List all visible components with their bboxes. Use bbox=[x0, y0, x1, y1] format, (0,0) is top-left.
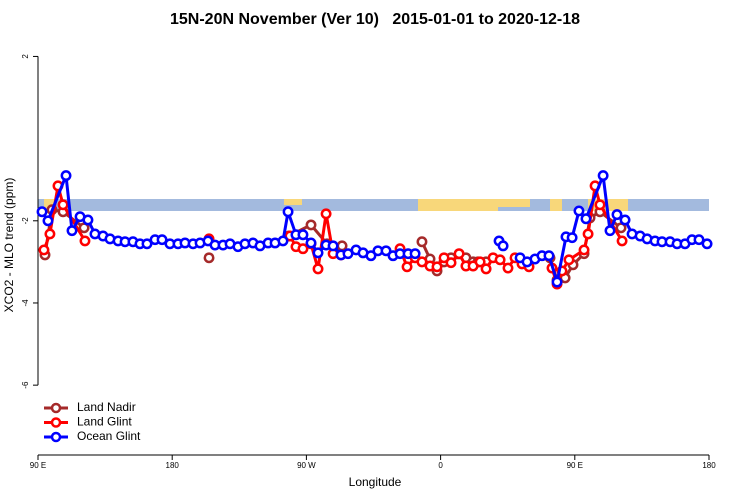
point bbox=[619, 214, 631, 226]
point bbox=[277, 235, 289, 247]
point bbox=[480, 263, 492, 275]
point bbox=[305, 219, 317, 231]
point bbox=[57, 199, 69, 211]
legend-label: Ocean Glint bbox=[77, 429, 141, 443]
x-tick-label: 0 bbox=[438, 461, 443, 470]
point bbox=[320, 208, 332, 220]
x-tick-label: 180 bbox=[702, 461, 716, 470]
point bbox=[409, 248, 421, 260]
point bbox=[543, 250, 555, 262]
point bbox=[445, 257, 457, 269]
point bbox=[594, 199, 606, 211]
point bbox=[305, 237, 317, 249]
point bbox=[380, 245, 392, 257]
point bbox=[582, 228, 594, 240]
x-tick-label: 180 bbox=[166, 461, 180, 470]
point bbox=[497, 240, 509, 252]
series bbox=[38, 180, 628, 290]
y-tick-label: -4 bbox=[21, 299, 30, 307]
point bbox=[578, 244, 590, 256]
point bbox=[597, 170, 609, 182]
land bbox=[550, 199, 562, 211]
point bbox=[401, 261, 413, 273]
point bbox=[60, 170, 72, 182]
point bbox=[312, 247, 324, 259]
point bbox=[38, 244, 50, 256]
point bbox=[156, 234, 168, 246]
series bbox=[36, 170, 713, 288]
point bbox=[438, 252, 450, 264]
point bbox=[616, 235, 628, 247]
point bbox=[474, 256, 486, 268]
x-tick-label: 90 E bbox=[30, 461, 46, 470]
point bbox=[431, 261, 443, 273]
point bbox=[693, 234, 705, 246]
point bbox=[502, 262, 514, 274]
y-tick-label: 2 bbox=[21, 54, 30, 59]
legend-label: Land Glint bbox=[77, 415, 132, 429]
point bbox=[580, 213, 592, 225]
point bbox=[604, 225, 616, 237]
y-axis-label: XCO2 - MLO trend (ppm) bbox=[2, 178, 16, 313]
point bbox=[611, 209, 623, 221]
x-axis-label: Longitude bbox=[349, 475, 402, 489]
land bbox=[498, 199, 530, 207]
x-tick-label: 90 E bbox=[567, 461, 583, 470]
point bbox=[79, 235, 91, 247]
point bbox=[701, 238, 713, 250]
point bbox=[44, 228, 56, 240]
point bbox=[203, 252, 215, 264]
legend-marker bbox=[50, 431, 62, 443]
point bbox=[336, 240, 348, 252]
series-line bbox=[43, 208, 622, 282]
point bbox=[312, 263, 324, 275]
y-tick-label: -2 bbox=[21, 217, 30, 225]
point bbox=[141, 238, 153, 250]
point bbox=[416, 256, 428, 268]
point bbox=[494, 254, 506, 266]
x-tick-label: 90 W bbox=[297, 461, 316, 470]
point bbox=[36, 206, 48, 218]
point bbox=[42, 215, 54, 227]
point bbox=[297, 229, 309, 241]
y-tick-label: -6 bbox=[21, 381, 30, 389]
point bbox=[453, 248, 465, 260]
map-strip bbox=[38, 199, 709, 211]
point bbox=[573, 205, 585, 217]
legend-marker bbox=[50, 402, 62, 414]
point bbox=[563, 254, 575, 266]
point bbox=[327, 240, 339, 252]
point bbox=[566, 232, 578, 244]
chart-title: 15N-20N November (Ver 10) 2015-01-01 to … bbox=[170, 11, 580, 28]
point bbox=[416, 236, 428, 248]
ocean-band bbox=[38, 199, 709, 211]
point bbox=[66, 225, 78, 237]
legend-label: Land Nadir bbox=[77, 400, 136, 414]
land bbox=[418, 199, 498, 211]
point bbox=[82, 214, 94, 226]
point bbox=[297, 243, 309, 255]
point bbox=[282, 206, 294, 218]
legend-marker bbox=[50, 417, 62, 428]
point bbox=[365, 250, 377, 262]
point bbox=[551, 276, 563, 288]
land bbox=[284, 199, 302, 205]
